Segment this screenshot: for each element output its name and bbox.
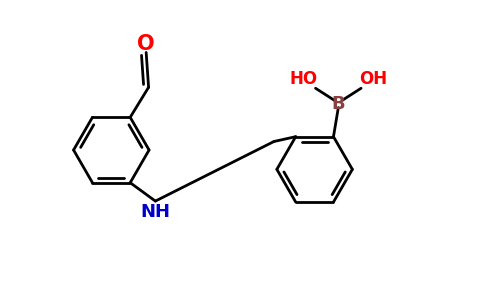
Text: OH: OH: [359, 70, 387, 88]
Text: NH: NH: [141, 203, 171, 221]
Text: HO: HO: [289, 70, 318, 88]
Text: O: O: [137, 34, 155, 54]
Text: B: B: [332, 95, 345, 113]
